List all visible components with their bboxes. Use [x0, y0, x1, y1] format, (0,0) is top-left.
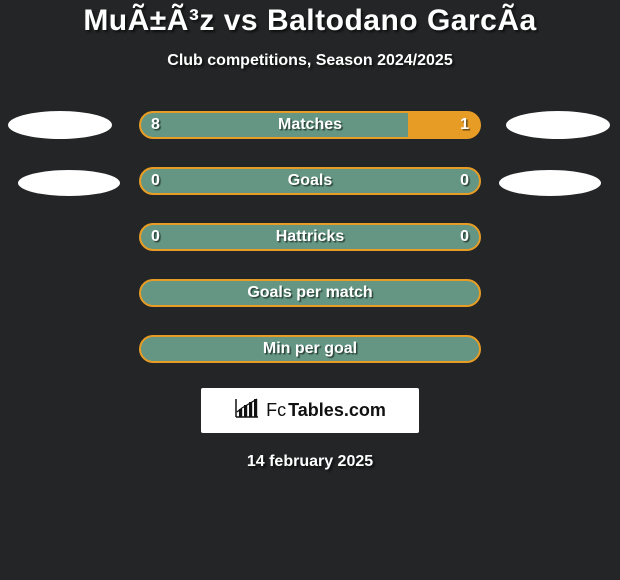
logo-text: FcTables.com	[266, 400, 386, 421]
logo-text-main: Tables.com	[288, 400, 386, 421]
left-value: 0	[141, 172, 170, 190]
bar-left-fill: 8	[141, 113, 408, 137]
bar-left-fill: 0	[141, 169, 479, 193]
stats-list: 8 1 Matches 0 0 Goals	[0, 110, 620, 364]
page-subtitle: Club competitions, Season 2024/2025	[167, 52, 452, 70]
left-indicator	[18, 170, 120, 196]
footer-date: 14 february 2025	[247, 453, 373, 471]
bar-chart-icon	[234, 397, 260, 424]
right-indicator	[499, 170, 601, 196]
stat-bar-single: Goals per match	[139, 279, 481, 307]
bar-left-fill: 0	[141, 225, 479, 249]
stat-row-hattricks: 0 0 Hattricks	[0, 222, 620, 252]
right-indicator	[506, 111, 610, 139]
stat-row-matches: 8 1 Matches	[0, 110, 620, 140]
right-value: 1	[450, 116, 479, 134]
left-value: 8	[141, 116, 170, 134]
left-value: 0	[141, 228, 170, 246]
source-logo: FcTables.com	[201, 388, 419, 433]
comparison-card: MuÃ±Ã³z vs Baltodano GarcÃ­a Club compet…	[0, 0, 620, 580]
bar-right-fill: 1	[408, 113, 479, 137]
stat-row-goals-per-match: Goals per match	[0, 278, 620, 308]
right-value: 0	[450, 172, 479, 190]
logo-text-prefix: Fc	[266, 400, 286, 421]
stat-bar: 0 0 Hattricks	[139, 223, 481, 251]
right-value: 0	[450, 228, 479, 246]
stat-bar-single: Min per goal	[139, 335, 481, 363]
page-title: MuÃ±Ã³z vs Baltodano GarcÃ­a	[83, 4, 536, 38]
stat-bar: 8 1 Matches	[139, 111, 481, 139]
stat-row-min-per-goal: Min per goal	[0, 334, 620, 364]
left-indicator	[8, 111, 112, 139]
stat-row-goals: 0 0 Goals	[0, 166, 620, 196]
stat-bar: 0 0 Goals	[139, 167, 481, 195]
